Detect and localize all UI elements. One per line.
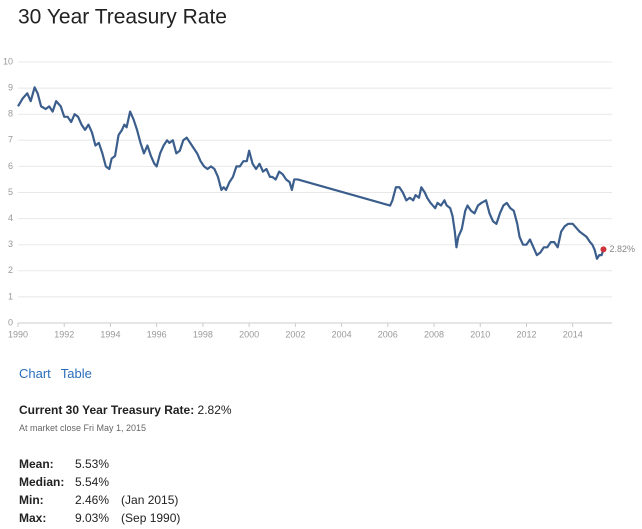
- x-tick-label: 2004: [332, 329, 352, 339]
- x-tick-label: 1992: [54, 329, 74, 339]
- x-tick-label: 2012: [516, 329, 536, 339]
- x-tick-label: 1990: [8, 329, 28, 339]
- tab[interactable]: Chart: [19, 366, 51, 381]
- stat-value: 2.46%: [75, 493, 110, 507]
- stat-row: Mean: 5.53%: [19, 457, 109, 471]
- stat-value: 5.53%: [75, 457, 110, 471]
- current-rate: Current 30 Year Treasury Rate: 2.82%: [19, 403, 232, 417]
- stat-row: Min: 2.46% (Jan 2015): [19, 493, 178, 507]
- tabs: Chart Table: [19, 366, 102, 381]
- stat-date: (Jan 2015): [121, 493, 179, 507]
- x-tick-label: 2006: [378, 329, 398, 339]
- x-tick-label: 2000: [239, 329, 259, 339]
- y-tick-label: 2: [8, 265, 13, 275]
- point-marker: [600, 246, 607, 253]
- x-tick-label: 2002: [285, 329, 305, 339]
- data-label: 2.82%: [609, 244, 635, 254]
- stat-label: Median:: [19, 475, 65, 489]
- y-tick-label: 10: [3, 56, 13, 66]
- y-tick-label: 5: [8, 187, 13, 197]
- stat-row: Max: 9.03% (Sep 1990): [19, 511, 180, 525]
- stat-row: Median: 5.54%: [19, 475, 109, 489]
- x-tick-label: 2008: [424, 329, 444, 339]
- x-tick-label: 1998: [193, 329, 213, 339]
- x-tick-label: 1994: [100, 329, 120, 339]
- y-tick-label: 0: [8, 317, 13, 327]
- y-tick-label: 8: [8, 109, 13, 119]
- y-tick-label: 6: [8, 161, 13, 171]
- stat-label: Min:: [19, 493, 44, 507]
- stat-label: Mean:: [19, 457, 54, 471]
- current-value: 2.82%: [197, 403, 232, 417]
- chart: 30 Year Treasury Rate 0 1 2 3 4 5 6 7 8 9 10 1990 19…: [3, 6, 635, 340]
- y-tick-label: 4: [8, 213, 13, 223]
- current-label: Current 30 Year Treasury Rate:: [19, 403, 195, 417]
- stat-value: 9.03%: [75, 511, 110, 525]
- y-tick-label: 9: [8, 82, 13, 92]
- x-tick-label: 1996: [147, 329, 167, 339]
- y-tick-label: 3: [8, 239, 13, 249]
- note: At market close Fri May 1, 2015: [19, 423, 147, 433]
- y-tick-label: 1: [8, 291, 13, 301]
- chart-title: 30 Year Treasury Rate: [18, 6, 227, 29]
- x-tick-label: 2010: [470, 329, 490, 339]
- stat-value: 5.54%: [75, 475, 110, 489]
- stat-date: (Sep 1990): [121, 511, 181, 525]
- tab[interactable]: Table: [60, 366, 92, 381]
- x-tick-label: 2014: [563, 329, 583, 339]
- y-tick-label: 7: [8, 135, 13, 145]
- line: [17, 86, 605, 260]
- stat-label: Max:: [19, 511, 47, 525]
